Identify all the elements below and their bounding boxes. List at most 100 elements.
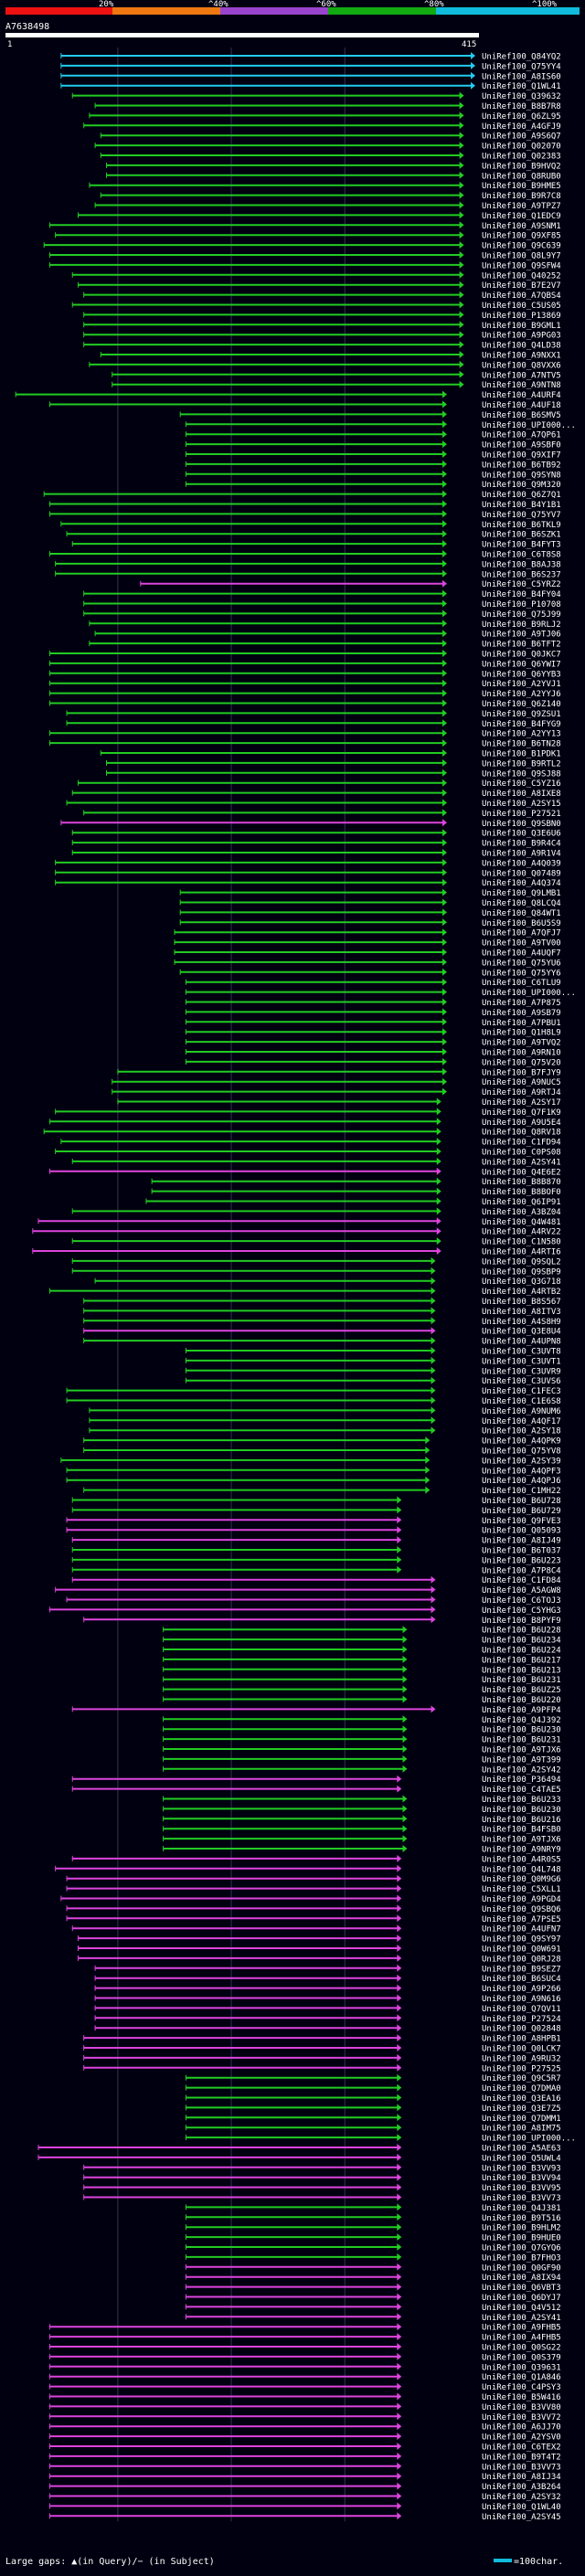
- hit-row[interactable]: UniRef100_A7QFJ7: [174, 928, 561, 938]
- hit-row[interactable]: UniRef100_B6U230: [163, 1725, 561, 1735]
- hit-row[interactable]: UniRef100_UPI000...: [185, 420, 576, 430]
- hit-row[interactable]: UniRef100_C1FD84: [71, 1575, 561, 1586]
- hit-row[interactable]: UniRef100_B6U224: [163, 1646, 561, 1656]
- hit-label[interactable]: UniRef100_B6U217: [482, 1656, 561, 1665]
- hit-row[interactable]: UniRef100_A2SY18: [89, 1426, 561, 1436]
- hit-row[interactable]: UniRef100_A9TJX6: [163, 1835, 561, 1845]
- hit-label[interactable]: UniRef100_A9RN10: [482, 1049, 561, 1058]
- hit-row[interactable]: UniRef100_A3B264: [48, 2482, 561, 2493]
- hit-label[interactable]: UniRef100_Q0RJ28: [482, 1955, 561, 1964]
- hit-row[interactable]: UniRef100_Q8LCQ4: [179, 898, 561, 909]
- hit-row[interactable]: UniRef100_Q9XIF7: [185, 451, 561, 461]
- hit-row[interactable]: UniRef100_Q39632: [71, 91, 561, 102]
- hit-row[interactable]: UniRef100_C1FEC3: [66, 1386, 561, 1397]
- hit-label[interactable]: UniRef100_A8ITV3: [482, 1308, 561, 1317]
- hit-row[interactable]: UniRef100_A2YVJ1: [48, 679, 561, 690]
- hit-label[interactable]: UniRef100_A7P875: [482, 999, 561, 1008]
- hit-row[interactable]: UniRef100_Q9C5R7: [185, 2073, 561, 2084]
- hit-label[interactable]: UniRef100_B4FYG9: [482, 720, 561, 729]
- hit-label[interactable]: UniRef100_A3B264: [482, 2483, 561, 2492]
- hit-row[interactable]: UniRef100_A9NUC5: [112, 1077, 561, 1088]
- hit-label[interactable]: UniRef100_Q3E6U6: [482, 830, 561, 839]
- hit-row[interactable]: UniRef100_A4UPN8: [83, 1337, 561, 1347]
- hit-label[interactable]: UniRef100_C4TAE5: [482, 1786, 561, 1795]
- hit-row[interactable]: UniRef100_A9FHB5: [48, 2323, 561, 2333]
- hit-row[interactable]: UniRef100_Q6Z7Q1: [43, 490, 561, 501]
- hit-label[interactable]: UniRef100_Q7QV11: [482, 2005, 561, 2014]
- hit-label[interactable]: UniRef100_A2YY13: [482, 730, 561, 739]
- hit-row[interactable]: UniRef100_B6S237: [55, 569, 561, 580]
- hit-label[interactable]: UniRef100_B8AJ38: [482, 560, 561, 569]
- hit-label[interactable]: UniRef100_A4UQF7: [482, 949, 561, 959]
- hit-label[interactable]: UniRef100_C5US05: [482, 302, 561, 311]
- hit-row[interactable]: UniRef100_B9R7C8: [100, 191, 561, 202]
- hit-row[interactable]: UniRef100_A4QPJ6: [66, 1476, 561, 1487]
- hit-row[interactable]: UniRef100_Q4V512: [185, 2303, 561, 2313]
- hit-label[interactable]: UniRef100_A5AE63: [482, 2145, 561, 2154]
- hit-row[interactable]: UniRef100_A2YYJ6: [48, 689, 561, 700]
- hit-label[interactable]: UniRef100_C3UVT8: [482, 1348, 561, 1357]
- hit-row[interactable]: UniRef100_Q9LMB1: [179, 888, 561, 899]
- hit-row[interactable]: UniRef100_A8IXE8: [71, 789, 561, 800]
- hit-label[interactable]: UniRef100_B8S567: [482, 1298, 561, 1307]
- hit-label[interactable]: UniRef100_A9N616: [482, 1995, 561, 2004]
- hit-row[interactable]: UniRef100_Q9SY97: [77, 1935, 561, 1945]
- hit-label[interactable]: UniRef100_B4FYT3: [482, 541, 561, 550]
- hit-label[interactable]: UniRef100_Q6IP91: [482, 1198, 561, 1207]
- hit-row[interactable]: UniRef100_A9SNM1: [48, 221, 561, 231]
- hit-row[interactable]: UniRef100_C4TAE5: [71, 1785, 561, 1796]
- hit-label[interactable]: UniRef100_B6U228: [482, 1627, 561, 1636]
- hit-row[interactable]: UniRef100_Q6Z140: [48, 699, 561, 710]
- hit-row[interactable]: UniRef100_B8PYF9: [83, 1616, 561, 1626]
- hit-row[interactable]: UniRef100_Q75YY6: [179, 968, 561, 979]
- hit-label[interactable]: UniRef100_B6UZ25: [482, 1686, 561, 1695]
- hit-row[interactable]: UniRef100_B6TKL9: [60, 520, 561, 530]
- hit-row[interactable]: UniRef100_A8IJ49: [71, 1536, 561, 1546]
- hit-row[interactable]: UniRef100_B3VV72: [48, 2412, 561, 2422]
- hit-label[interactable]: UniRef100_Q8VXX6: [482, 361, 561, 370]
- hit-row[interactable]: UniRef100_A9PGD4: [60, 1894, 561, 1905]
- hit-row[interactable]: UniRef100_Q9FVE3: [66, 1516, 561, 1526]
- hit-row[interactable]: UniRef100_A9RU32: [83, 2053, 561, 2064]
- hit-label[interactable]: UniRef100_A9R1V4: [482, 850, 561, 859]
- hit-row[interactable]: UniRef100_Q0W691: [77, 1945, 561, 1955]
- hit-label[interactable]: UniRef100_A9TJX6: [482, 1746, 561, 1755]
- hit-label[interactable]: UniRef100_B9R4C4: [482, 840, 561, 849]
- hit-label[interactable]: UniRef100_C5YHG3: [482, 1606, 561, 1616]
- hit-label[interactable]: UniRef100_A4QPK9: [482, 1437, 561, 1447]
- hit-label[interactable]: UniRef100_A9U5E4: [482, 1118, 561, 1128]
- hit-row[interactable]: UniRef100_B4Y1B1: [48, 500, 561, 511]
- hit-label[interactable]: UniRef100_Q9C5R7: [482, 2074, 561, 2083]
- hit-label[interactable]: UniRef100_Q02070: [482, 143, 561, 152]
- hit-row[interactable]: UniRef100_Q0S379: [48, 2352, 561, 2363]
- hit-label[interactable]: UniRef100_Q5UWL4: [482, 2154, 561, 2163]
- hit-row[interactable]: UniRef100_Q3E8U4: [83, 1327, 561, 1337]
- hit-label[interactable]: UniRef100_C6TEX2: [482, 2443, 561, 2453]
- hit-label[interactable]: UniRef100_B3VV72: [482, 2413, 561, 2422]
- hit-label[interactable]: UniRef100_A8IXE8: [482, 790, 561, 799]
- hit-label[interactable]: UniRef100_Q07489: [482, 869, 561, 878]
- hit-label[interactable]: UniRef100_B9T4T2: [482, 2453, 561, 2462]
- hit-row[interactable]: UniRef100_A4UQF7: [174, 949, 561, 959]
- hit-row[interactable]: UniRef100_C6T8S8: [48, 550, 561, 560]
- hit-label[interactable]: UniRef100_A4GFJ9: [482, 122, 561, 132]
- hit-row[interactable]: UniRef100_A9NRY9: [163, 1845, 561, 1855]
- hit-label[interactable]: UniRef100_B3VV73: [482, 2194, 561, 2203]
- hit-row[interactable]: UniRef100_A4RTI6: [32, 1247, 561, 1257]
- hit-label[interactable]: UniRef100_Q9SBQ6: [482, 1905, 561, 1914]
- hit-label[interactable]: UniRef100_Q9M320: [482, 481, 561, 490]
- hit-label[interactable]: UniRef100_B6U729: [482, 1507, 561, 1516]
- hit-label[interactable]: UniRef100_Q75YY4: [482, 62, 561, 71]
- hit-row[interactable]: UniRef100_Q75YY4: [60, 61, 561, 72]
- hit-label[interactable]: UniRef100_A7P8C4: [482, 1566, 561, 1575]
- hit-label[interactable]: UniRef100_B4Y1B1: [482, 501, 561, 510]
- hit-label[interactable]: UniRef100_A9NXX1: [482, 352, 561, 361]
- hit-label[interactable]: UniRef100_Q3G718: [482, 1277, 561, 1287]
- hit-label[interactable]: UniRef100_Q8L9Y7: [482, 252, 561, 261]
- hit-label[interactable]: UniRef100_Q84YQ2: [482, 53, 561, 62]
- hit-row[interactable]: UniRef100_Q9M320: [185, 480, 561, 491]
- hit-row[interactable]: UniRef100_B6U220: [163, 1695, 561, 1706]
- hit-label[interactable]: UniRef100_B6TFT2: [482, 641, 561, 650]
- hit-label[interactable]: UniRef100_B6U234: [482, 1637, 561, 1646]
- hit-row[interactable]: UniRef100_B3VV94: [83, 2173, 561, 2184]
